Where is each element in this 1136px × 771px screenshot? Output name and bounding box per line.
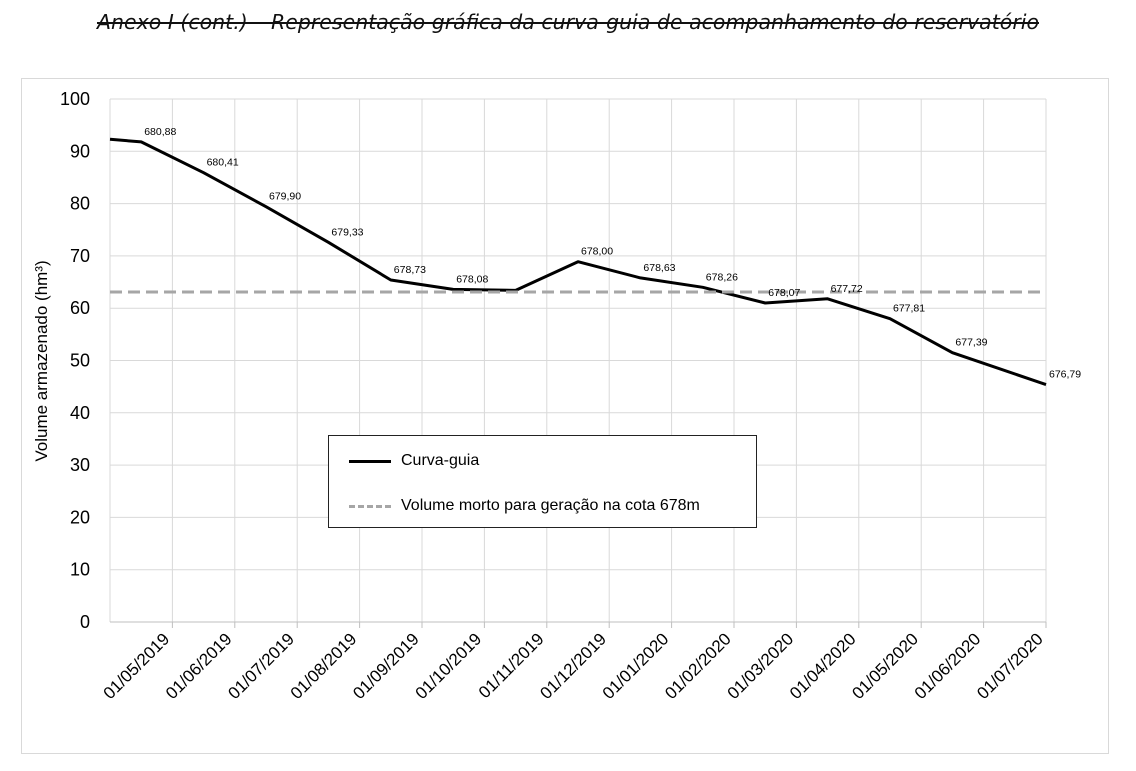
data-label: 678,07 [768,287,800,299]
y-axis-title: Volume armazenado (hm³) [32,260,51,461]
legend-label: Volume morto para geração na cota 678m [401,497,700,514]
y-tick-label: 90 [70,141,90,161]
data-label: 680,88 [144,126,176,138]
data-label: 679,33 [331,226,363,238]
x-tick-label: 01/06/2020 [911,629,985,703]
y-tick-label: 20 [70,507,90,527]
legend-swatch-dashed [349,504,391,508]
legend-item-curva-guia: Curva-guia [349,449,479,473]
y-tick-label: 60 [70,298,90,318]
legend-label: Curva-guia [401,452,480,469]
data-label: 678,73 [394,264,426,276]
x-tick-label: 01/02/2020 [661,629,735,703]
x-tick-label: 01/03/2020 [724,629,798,703]
y-tick-label: 40 [70,403,90,423]
series-layer [109,137,1047,387]
x-tick-label: 01/04/2020 [786,629,860,703]
x-tick-label: 01/09/2019 [349,629,423,703]
grid-layer [110,98,1047,623]
legend: Curva-guia Volume morto para geração na … [328,435,757,528]
x-tick-label: 01/01/2020 [599,629,673,703]
data-label: 677,81 [893,303,925,315]
data-label: 679,90 [269,191,301,203]
legend-item-volume-morto: Volume morto para geração na cota 678m [349,494,700,518]
data-label: 678,26 [706,271,738,283]
legend-swatch-solid [349,459,391,463]
axis-layer: 010203040506070809010001/05/201901/06/20… [60,89,1047,703]
y-tick-label: 0 [80,612,90,632]
data-label: 680,41 [207,157,239,169]
data-label: 678,08 [456,273,488,285]
data-label: 677,72 [831,283,863,295]
x-tick-label: 01/07/2019 [224,629,298,703]
x-tick-label: 01/07/2020 [973,629,1047,703]
y-tick-label: 80 [70,194,90,214]
x-tick-label: 01/08/2019 [287,629,361,703]
chart-frame [21,78,1109,754]
page-title: Anexo I (cont.) – Representação gráfica … [96,10,1039,34]
data-label: 676,79 [1049,369,1081,381]
data-label: 677,39 [955,337,987,349]
y-tick-label: 100 [60,89,90,109]
y-tick-label: 30 [70,455,90,475]
x-tick-label: 01/05/2020 [848,629,922,703]
x-tick-label: 01/10/2019 [412,629,486,703]
x-tick-label: 01/12/2019 [536,629,610,703]
y-tick-label: 70 [70,246,90,266]
x-tick-label: 01/05/2019 [100,629,174,703]
data-label-layer: 680,88 680,41 679,90 679,33 678,73 678,08 678,… [144,126,1081,381]
x-tick-label: 01/06/2019 [162,629,236,703]
data-label: 678,00 [581,246,613,258]
series-line-curva-guia [109,137,1047,387]
y-tick-label: 50 [70,351,90,371]
data-label: 678,63 [643,262,675,274]
y-tick-label: 10 [70,560,90,580]
